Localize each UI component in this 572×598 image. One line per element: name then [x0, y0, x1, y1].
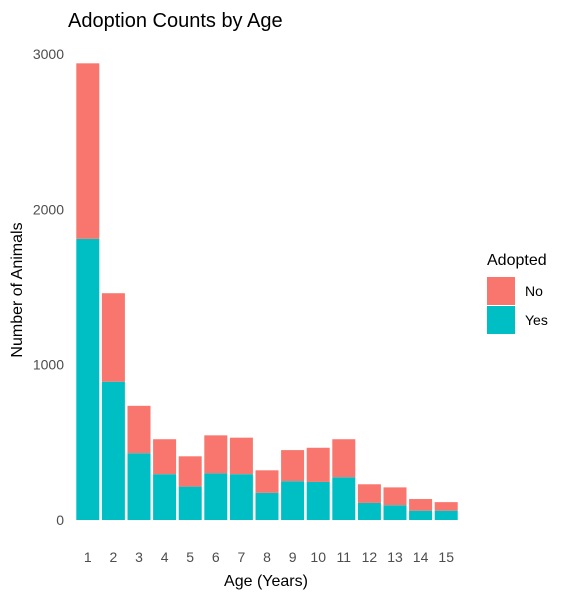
x-tick-label: 1 — [84, 549, 92, 565]
x-tick-label: 13 — [387, 549, 403, 565]
legend-swatch-yes — [487, 306, 515, 334]
bar-yes-age-14 — [409, 510, 433, 520]
bar-no-age-10 — [306, 447, 330, 482]
bar-yes-age-13 — [383, 505, 407, 520]
x-tick-label: 2 — [110, 549, 118, 565]
x-tick-label: 11 — [337, 549, 352, 565]
x-tick-label: 6 — [212, 549, 220, 565]
bar-no-age-8 — [255, 470, 279, 493]
x-tick-label: 8 — [263, 549, 271, 565]
y-axis-ticks: 0 1000 2000 3000 — [33, 46, 64, 528]
bar-no-age-6 — [204, 435, 228, 474]
bar-yes-age-2 — [101, 381, 125, 520]
bar-no-age-3 — [127, 405, 151, 454]
bar-no-age-1 — [76, 63, 100, 239]
bar-yes-age-12 — [357, 502, 381, 520]
bar-yes-age-3 — [127, 453, 151, 520]
bar-no-age-12 — [357, 484, 381, 503]
bar-yes-age-9 — [281, 481, 305, 520]
x-tick-label: 3 — [135, 549, 143, 565]
chart-title: Adoption Counts by Age — [68, 10, 283, 32]
x-tick-label: 4 — [161, 549, 169, 565]
bar-no-age-15 — [434, 502, 458, 511]
y-tick-label: 1000 — [33, 357, 64, 373]
legend: Adopted No Yes — [487, 252, 548, 334]
x-tick-label: 9 — [289, 549, 297, 565]
bar-no-age-5 — [178, 456, 202, 487]
bar-yes-age-6 — [204, 473, 228, 520]
legend-label-yes: Yes — [525, 312, 548, 328]
y-tick-label: 2000 — [33, 201, 64, 217]
x-tick-label: 10 — [310, 549, 326, 565]
y-axis-label: Number of Animals — [9, 222, 26, 357]
bar-yes-age-8 — [255, 492, 279, 520]
x-tick-label: 14 — [413, 549, 429, 565]
y-tick-label: 0 — [56, 512, 64, 528]
bar-yes-age-1 — [76, 238, 100, 520]
bar-no-age-13 — [383, 487, 407, 506]
legend-swatch-no — [487, 277, 515, 305]
bar-yes-age-11 — [332, 477, 356, 520]
bar-yes-age-15 — [434, 510, 458, 520]
bar-yes-age-4 — [153, 474, 177, 520]
bar-no-age-14 — [409, 499, 433, 511]
bar-yes-age-7 — [229, 474, 253, 520]
bar-no-age-11 — [332, 439, 356, 478]
x-tick-label: 5 — [186, 549, 194, 565]
y-tick-label: 3000 — [33, 46, 64, 62]
bar-no-age-7 — [229, 437, 253, 475]
bar-no-age-4 — [153, 439, 177, 475]
bar-no-age-2 — [101, 293, 125, 382]
x-tick-label: 15 — [438, 549, 454, 565]
bar-yes-age-5 — [178, 486, 202, 520]
legend-label-no: No — [525, 283, 543, 299]
bar-yes-age-10 — [306, 481, 330, 520]
bar-no-age-9 — [281, 450, 305, 482]
x-tick-label: 12 — [362, 549, 378, 565]
bars — [76, 63, 458, 520]
x-tick-label: 7 — [238, 549, 246, 565]
legend-title: Adopted — [487, 252, 547, 269]
x-axis-label: Age (Years) — [224, 573, 308, 590]
x-axis-ticks: 1 2 3 4 5 6 7 8 9 10 11 12 13 14 15 — [84, 549, 454, 565]
